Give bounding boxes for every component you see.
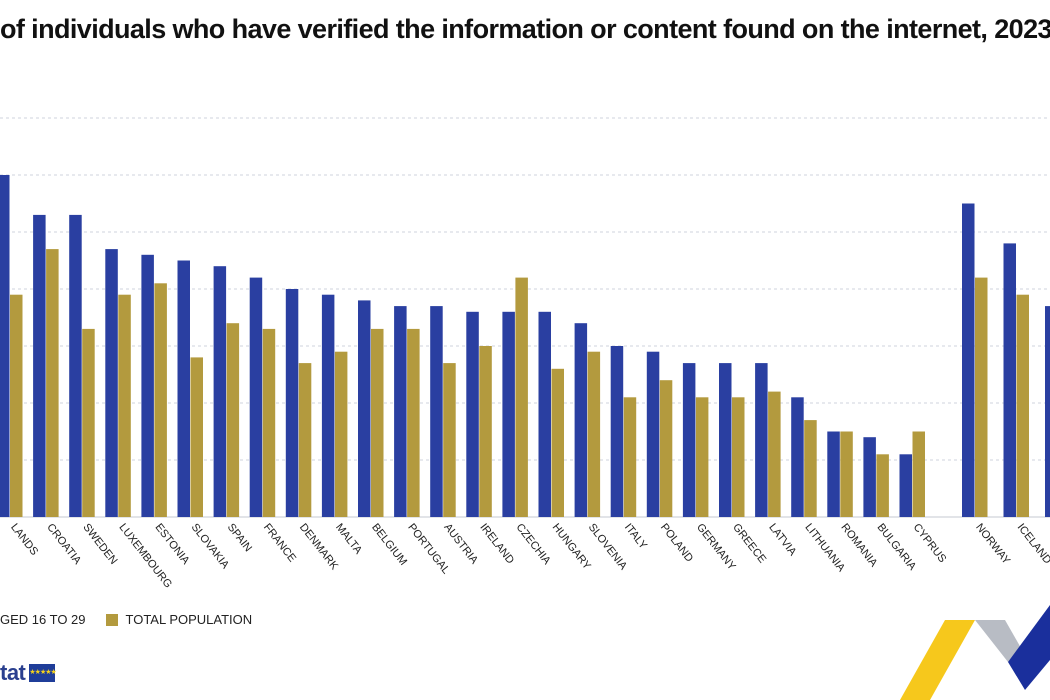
bar-aged-16-29 xyxy=(863,437,876,517)
legend-label-series2: TOTAL POPULATION xyxy=(125,612,253,627)
category-label: NORWAY xyxy=(973,521,1012,567)
bar-total-population xyxy=(154,283,167,517)
bar-aged-16-29 xyxy=(610,346,624,517)
category-label: BELGIUM xyxy=(369,521,409,567)
bar-aged-16-29 xyxy=(249,277,263,517)
bar-total-population xyxy=(768,391,781,517)
bar-total-population xyxy=(82,328,95,517)
bar-total-population xyxy=(190,357,203,517)
category-label: CROATIA xyxy=(44,521,83,567)
bar-aged-16-29 xyxy=(430,306,443,517)
category-label: ITALY xyxy=(622,521,650,552)
category-label: POLAND xyxy=(658,521,695,564)
bar-aged-16-29 xyxy=(33,214,46,517)
legend-item-series1: GED 16 TO 29 xyxy=(0,612,86,627)
bar-aged-16-29 xyxy=(827,431,840,517)
bar-total-population xyxy=(46,249,59,517)
bar-aged-16-29 xyxy=(213,266,227,517)
bar-aged-16-29 xyxy=(791,397,804,517)
legend-item-series2: TOTAL POPULATION xyxy=(105,612,253,627)
bar-aged-16-29 xyxy=(502,311,515,517)
category-label: CYPRUS xyxy=(911,521,949,565)
bar-total-population xyxy=(975,277,988,517)
category-label: SWEDEN xyxy=(80,521,119,566)
bar-total-population xyxy=(298,363,312,517)
category-label: ESTONIA xyxy=(153,521,192,567)
bar-total-population xyxy=(334,351,348,517)
bar-aged-16-29 xyxy=(538,311,551,517)
bar-aged-16-29 xyxy=(1003,243,1016,517)
bar-aged-16-29 xyxy=(394,306,407,517)
bar-aged-16-29 xyxy=(466,311,479,517)
ribbon-yellow xyxy=(900,620,975,700)
bar-aged-16-29 xyxy=(105,249,118,517)
bar-aged-16-29 xyxy=(899,454,912,517)
bar-aged-16-29 xyxy=(177,260,190,517)
category-label: FRANCE xyxy=(261,521,298,564)
bar-total-population xyxy=(479,346,492,517)
eu-flag-stars: ★★★★★ xyxy=(29,669,56,676)
bar-total-population xyxy=(371,328,384,517)
bar-aged-16-29 xyxy=(358,300,371,517)
bar-total-population xyxy=(876,454,889,517)
bar-total-population xyxy=(262,328,276,517)
bar-total-population xyxy=(659,380,673,517)
category-label: MALTA xyxy=(333,521,364,557)
bar-chart: LANDS CROATIASWEDENLUXEMBOURGESTONIASLOVA… xyxy=(0,117,1050,591)
bar-total-population xyxy=(407,328,420,517)
bar-total-population xyxy=(443,363,456,517)
bar-aged-16-29 xyxy=(755,363,768,517)
ribbon-blue xyxy=(1008,605,1050,690)
category-label: ICELAND xyxy=(1015,521,1050,566)
bar-total-population xyxy=(587,351,601,517)
category-label: AUSTRIA xyxy=(441,521,480,566)
bar-total-population xyxy=(551,368,564,517)
bar-total-population xyxy=(804,420,817,517)
category-label: LANDS xyxy=(8,521,40,557)
chart-title: of individuals who have verified the inf… xyxy=(0,14,1050,44)
bar-total-population xyxy=(912,431,925,517)
bar-aged-16-29 xyxy=(285,289,299,517)
bar-aged-16-29 xyxy=(1045,306,1050,517)
eurostat-wordmark: tat xyxy=(0,660,26,685)
bar-aged-16-29 xyxy=(646,351,660,517)
bar-aged-16-29 xyxy=(574,323,588,517)
category-label: CZECHIA xyxy=(514,521,554,567)
source-logo: tat ★★★★★ xyxy=(0,660,57,686)
bar-total-population xyxy=(515,277,528,517)
ribbon-gray xyxy=(975,620,1025,662)
category-label: SPAIN xyxy=(225,521,254,554)
bar-total-population xyxy=(840,431,853,517)
legend-swatch-series2 xyxy=(105,613,118,626)
bar-aged-16-29 xyxy=(141,254,154,518)
bar-total-population xyxy=(10,294,23,517)
bar-total-population xyxy=(732,397,745,517)
bar-aged-16-29 xyxy=(0,175,10,517)
bar-total-population xyxy=(695,397,709,517)
bars xyxy=(0,175,1050,518)
legend-label-series1: GED 16 TO 29 xyxy=(0,612,86,627)
bar-total-population xyxy=(118,294,131,517)
bar-total-population xyxy=(623,397,637,517)
category-label: IRELAND xyxy=(477,521,516,566)
bar-total-population xyxy=(1016,294,1029,517)
category-labels: LANDS CROATIASWEDENLUXEMBOURGESTONIASLOVA… xyxy=(8,521,1050,590)
bar-aged-16-29 xyxy=(962,203,975,517)
category-label: LATVIA xyxy=(766,521,799,558)
bar-aged-16-29 xyxy=(321,294,335,517)
bar-total-population xyxy=(226,323,240,517)
bar-aged-16-29 xyxy=(719,363,732,517)
category-label: GREECE xyxy=(730,521,768,565)
bar-aged-16-29 xyxy=(69,214,82,517)
bar-aged-16-29 xyxy=(682,363,696,517)
eu-flag-icon: ★★★★★ xyxy=(29,664,57,682)
decorative-ribbon xyxy=(900,605,1050,700)
legend: GED 16 TO 29 TOTAL POPULATION xyxy=(0,612,252,627)
